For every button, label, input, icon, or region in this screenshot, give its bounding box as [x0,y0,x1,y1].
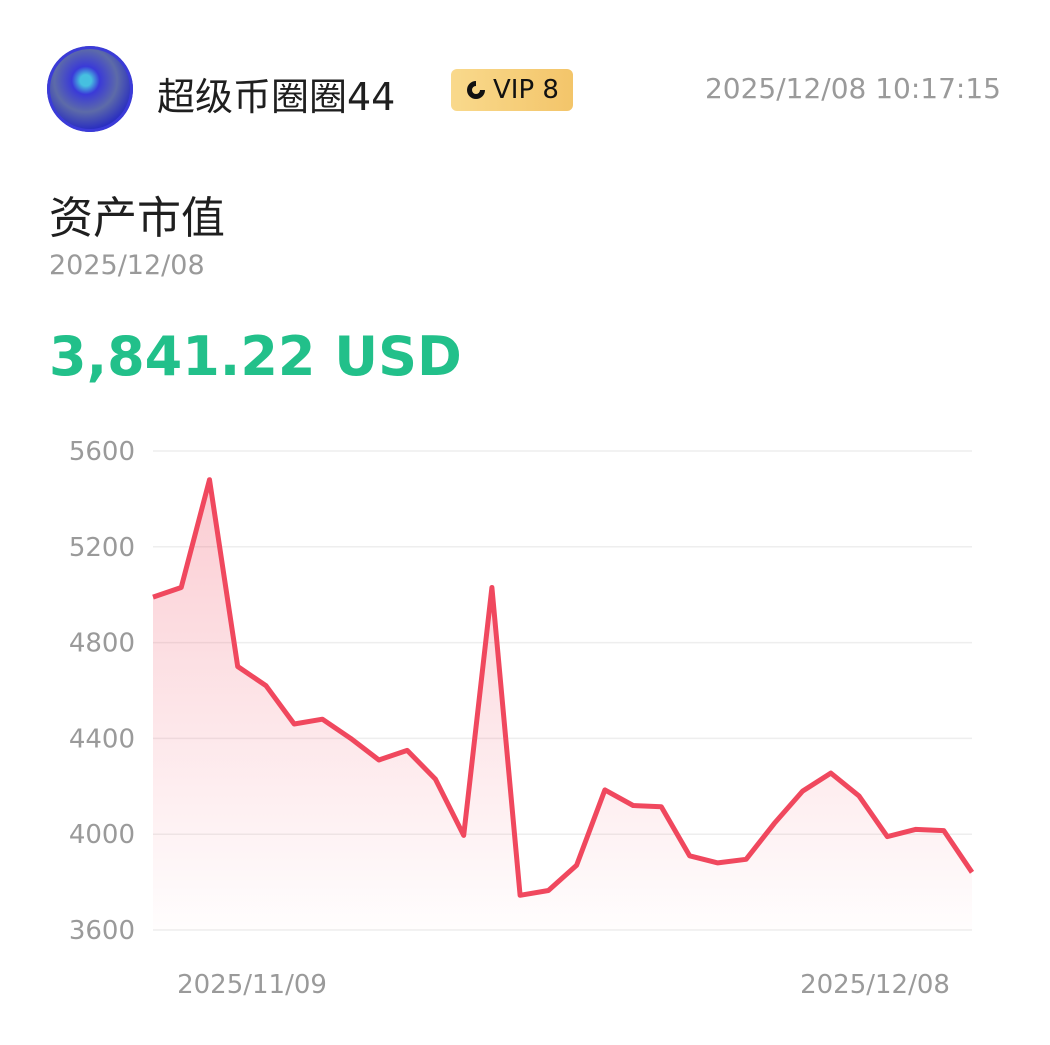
username: 超级币圈圈44 [157,75,396,119]
y-tick-label: 3600 [69,916,135,946]
x-tick-label: 2025/12/08 [800,970,950,1000]
y-tick-label: 4400 [69,724,135,754]
x-tick-label: 2025/11/09 [177,970,327,1000]
asset-value: 3,841.22 USD [49,325,462,388]
summary-date: 2025/12/08 [49,250,205,281]
y-tick-label: 4800 [69,629,135,659]
timestamp: 2025/12/08 10:17:15 [704,72,1001,105]
vip-logo-icon [467,81,486,99]
y-tick-label: 5200 [69,533,135,563]
y-tick-label: 4000 [69,820,135,850]
page-title: 资产市值 [49,193,225,244]
vip-badge[interactable]: VIP 8 [451,69,573,111]
avatar[interactable] [47,46,133,132]
area-fill [153,479,972,930]
y-tick-label: 5600 [69,437,135,467]
vip-label: VIP 8 [493,75,559,105]
series-line [152,477,975,898]
